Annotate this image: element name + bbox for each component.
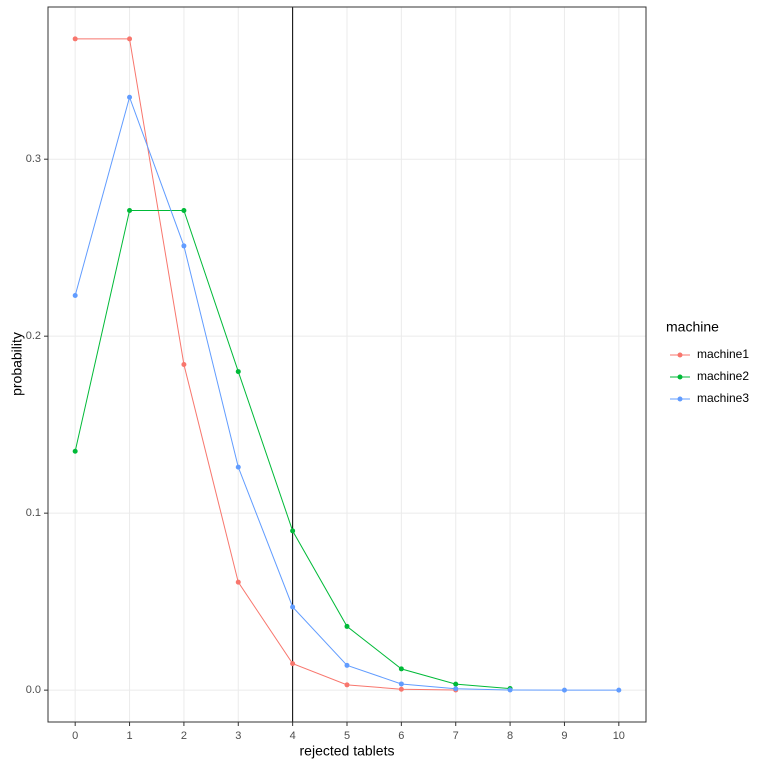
x-tick-label: 8 [507,730,513,742]
point [453,681,459,687]
x-tick-label: 6 [398,730,404,742]
x-tick-label: 3 [235,730,241,742]
point [344,662,350,668]
point [72,36,78,42]
point [290,604,296,610]
panel-border [47,6,647,723]
point [398,666,404,672]
legend-key [677,374,683,380]
x-tick-label: 1 [126,730,132,742]
series-line [75,38,456,691]
y-tick-label: 0.1 [26,507,41,519]
y-tick-label: 0.0 [26,684,41,696]
point [127,94,133,100]
legend-label: machine3 [697,391,749,405]
point [235,464,241,470]
legend-label: machine1 [697,347,749,361]
y-tick-label: 0.3 [26,153,41,165]
point [344,682,350,688]
point [344,623,350,629]
x-tick-label: 10 [613,730,625,742]
y-tick-label: 0.2 [26,330,41,342]
point [235,579,241,585]
legend-key [677,396,683,402]
y-axis-label: probability [9,332,25,396]
point [72,292,78,298]
point [72,448,78,454]
point [290,661,296,667]
point [398,686,404,692]
x-tick-label: 7 [453,730,459,742]
x-tick-label: 4 [290,730,296,742]
point [127,36,133,42]
point [561,687,567,693]
point [507,687,513,693]
x-tick-label: 0 [72,730,78,742]
point [181,208,187,214]
legend-label: machine2 [697,369,749,383]
point [235,369,241,375]
point [616,687,622,693]
point [453,686,459,692]
x-axis-label: rejected tablets [300,743,395,759]
point [181,362,187,367]
point [181,243,187,249]
x-tick-label: 2 [181,730,187,742]
legend-key [677,352,683,358]
x-tick-label: 9 [561,730,567,742]
point [290,528,296,534]
legend-title: machine [666,319,719,335]
point [398,681,404,687]
x-tick-label: 5 [344,730,350,742]
point [127,208,133,214]
